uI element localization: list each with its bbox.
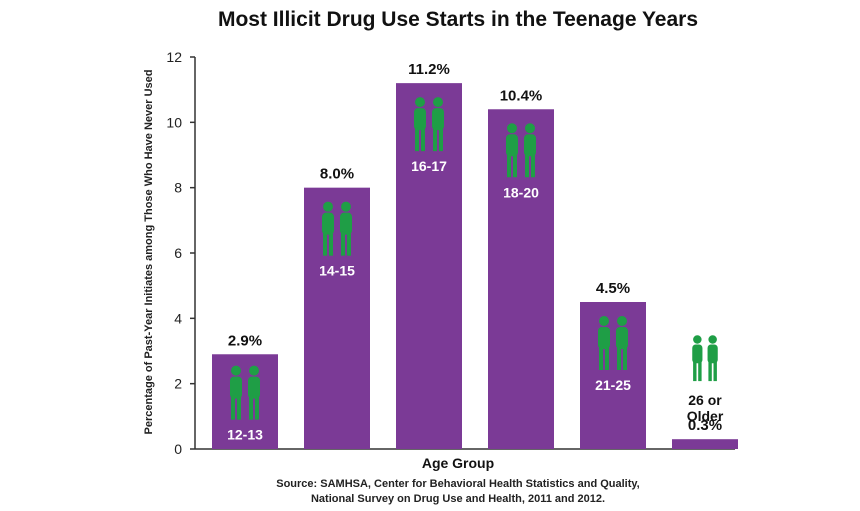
x-axis-label: Age Group [422, 455, 494, 471]
y-tick-label: 12 [166, 49, 182, 65]
axes: 0 2 4 6 8 10 12 [166, 49, 735, 457]
bar-value-label: 4.5% [596, 280, 630, 297]
category-label: 12-13 [227, 427, 263, 443]
chart-title: Most Illicit Drug Use Starts in the Teen… [217, 8, 699, 31]
category-label: 18-20 [503, 184, 539, 200]
source-line-1: Source: SAMHSA, Center for Behavioral He… [276, 478, 640, 490]
bar [396, 83, 462, 449]
y-tick-label: 10 [166, 114, 182, 130]
bar-value-label: 8.0% [320, 166, 354, 183]
bar-value-label: 10.4% [500, 87, 543, 104]
bar-value-label: 0.3% [688, 417, 722, 434]
category-label: 26 or Older [687, 392, 724, 424]
bar [672, 439, 738, 449]
people-icon [692, 335, 718, 382]
people-icon [598, 316, 628, 370]
y-tick-label: 4 [174, 310, 182, 326]
category-label: 21-25 [595, 377, 631, 393]
y-tick-label: 8 [174, 180, 182, 196]
y-axis-label: Percentage of Past-Year Initiates among … [143, 70, 155, 435]
category-label: 16-17 [411, 158, 447, 174]
people-icon [506, 123, 536, 178]
bar [580, 302, 646, 449]
y-tick-label: 2 [174, 376, 182, 392]
category-label: 14-15 [319, 263, 355, 279]
bar [212, 354, 278, 449]
bar [304, 187, 370, 449]
bars: 2.9% 12-13 8.0% 14-15 11.2% 16-17 10.4% 18-20 4.… [212, 61, 738, 450]
people-icon [322, 201, 352, 256]
bar [488, 109, 554, 450]
source-line-2: National Survey on Drug Use and Health, … [311, 493, 605, 505]
people-icon [414, 97, 444, 152]
bar-value-label: 11.2% [408, 61, 450, 78]
y-tick-label: 6 [174, 245, 182, 261]
y-tick-label: 0 [174, 441, 182, 457]
people-icon [230, 365, 260, 420]
bar-value-label: 2.9% [228, 332, 262, 349]
